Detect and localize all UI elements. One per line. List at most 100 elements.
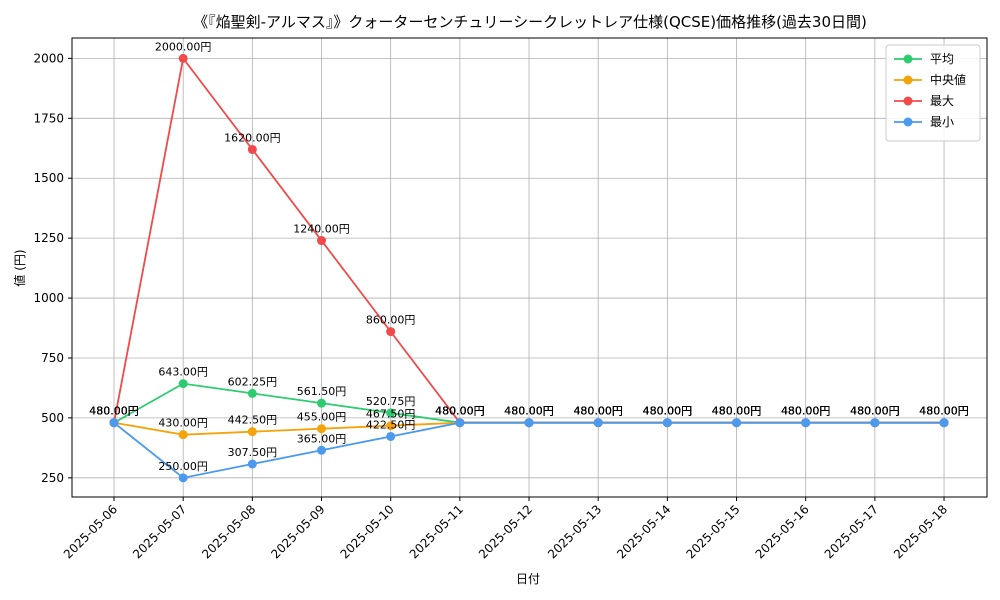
x-tick-label: 2025-05-12 — [476, 502, 535, 561]
legend-marker — [903, 96, 913, 106]
y-tick-label: 1500 — [33, 171, 64, 185]
data-label: 480.00円 — [435, 405, 485, 418]
data-label: 480.00円 — [573, 405, 623, 418]
legend-label: 平均 — [930, 52, 954, 66]
data-label: 480.00円 — [504, 405, 554, 418]
data-label: 480.00円 — [850, 405, 900, 418]
data-label: 480.00円 — [850, 405, 900, 418]
series-layer — [109, 53, 949, 483]
data-label: 480.00円 — [781, 405, 831, 418]
y-tick-label: 1000 — [33, 291, 64, 305]
data-label: 422.50円 — [366, 418, 416, 431]
data-point — [178, 473, 188, 483]
data-label: 480.00円 — [712, 405, 762, 418]
data-point — [178, 430, 188, 440]
legend-marker — [903, 75, 913, 85]
x-tick-label: 2025-05-18 — [891, 502, 950, 561]
data-label: 480.00円 — [89, 405, 139, 418]
x-tick-label: 2025-05-09 — [268, 502, 327, 561]
data-label: 480.00円 — [643, 405, 693, 418]
data-label: 480.00円 — [850, 405, 900, 418]
data-point — [386, 408, 396, 418]
data-label: 480.00円 — [643, 405, 693, 418]
data-label: 480.00円 — [573, 405, 623, 418]
x-axis-label: 日付 — [516, 572, 540, 586]
data-point — [386, 421, 396, 431]
data-label: 480.00円 — [781, 405, 831, 418]
x-tick-label: 2025-05-14 — [614, 502, 673, 561]
data-point — [939, 418, 949, 428]
data-label: 480.00円 — [919, 405, 969, 418]
data-label-layer: 480.00円 643.00円 602.25円 561.50円 520.75円 480.0… — [89, 40, 969, 472]
data-point — [247, 388, 257, 398]
data-label: 480.00円 — [712, 405, 762, 418]
x-tick-label: 2025-05-08 — [199, 502, 258, 561]
x-tick-label: 2025-05-16 — [753, 502, 812, 561]
data-label: 480.00円 — [712, 405, 762, 418]
data-label: 480.00円 — [89, 405, 139, 418]
data-label: 480.00円 — [919, 405, 969, 418]
data-point — [109, 418, 119, 428]
data-point — [178, 379, 188, 389]
y-axis-label: 値 (円) — [12, 249, 27, 286]
data-label: 1240.00円 — [293, 223, 350, 236]
plot-frame — [71, 37, 988, 498]
x-tick-label: 2025-05-06 — [61, 502, 120, 561]
data-point — [455, 418, 465, 428]
legend-label: 最大 — [930, 94, 954, 108]
data-label: 480.00円 — [89, 405, 139, 418]
data-label: 250.00円 — [158, 460, 208, 473]
data-point — [386, 431, 396, 441]
data-label: 480.00円 — [504, 405, 554, 418]
data-label: 860.00円 — [366, 314, 416, 327]
data-label: 480.00円 — [504, 405, 554, 418]
y-tick-label: 500 — [41, 411, 64, 425]
data-point — [801, 418, 811, 428]
data-label: 480.00円 — [919, 405, 969, 418]
data-label: 480.00円 — [435, 405, 485, 418]
data-point — [524, 418, 534, 428]
x-tick-label: 2025-05-15 — [683, 502, 742, 561]
data-label: 480.00円 — [643, 405, 693, 418]
legend-label: 中央値 — [930, 72, 966, 87]
grid-layer — [72, 38, 987, 497]
data-point — [732, 418, 742, 428]
y-tick-label: 2000 — [33, 51, 64, 65]
data-label: 467.50円 — [366, 408, 416, 421]
data-label: 480.00円 — [712, 405, 762, 418]
legend-marker — [903, 54, 913, 64]
data-label: 1620.00円 — [224, 131, 281, 144]
x-tick-label: 2025-05-13 — [545, 502, 604, 561]
data-label: 480.00円 — [919, 405, 969, 418]
data-point — [317, 398, 327, 408]
y-axis: 250 500 750 1000 1250 1500 1750 2000 — [33, 51, 72, 485]
data-point — [662, 418, 672, 428]
data-label: 520.75円 — [366, 395, 416, 408]
data-label: 480.00円 — [850, 405, 900, 418]
x-axis: 2025-05-06 2025-05-07 2025-05-08 2025-05-09… — [61, 497, 950, 561]
y-tick-label: 1750 — [33, 111, 64, 125]
data-label: 365.00円 — [297, 432, 347, 445]
data-point — [247, 459, 257, 469]
data-label: 643.00円 — [158, 366, 208, 379]
legend-marker — [903, 117, 913, 127]
data-label: 480.00円 — [504, 405, 554, 418]
data-point — [247, 427, 257, 437]
data-point — [593, 418, 603, 428]
data-label: 602.25円 — [228, 375, 278, 388]
y-tick-label: 750 — [41, 351, 64, 365]
data-point — [247, 144, 257, 154]
data-label: 442.50円 — [228, 414, 278, 427]
data-point — [317, 445, 327, 455]
data-label: 2000.00円 — [155, 40, 212, 53]
chart-title: 《『焔聖剣-アルマス』》クォーターセンチュリーシークレットレア仕様(QCSE)価… — [193, 13, 867, 31]
data-label: 455.00円 — [297, 411, 347, 424]
x-tick-label: 2025-05-11 — [407, 502, 466, 561]
data-label: 561.50円 — [297, 385, 347, 398]
legend-label: 最小 — [930, 115, 954, 129]
data-label: 480.00円 — [781, 405, 831, 418]
data-label: 480.00円 — [89, 405, 139, 418]
x-tick-label: 2025-05-07 — [130, 502, 189, 561]
